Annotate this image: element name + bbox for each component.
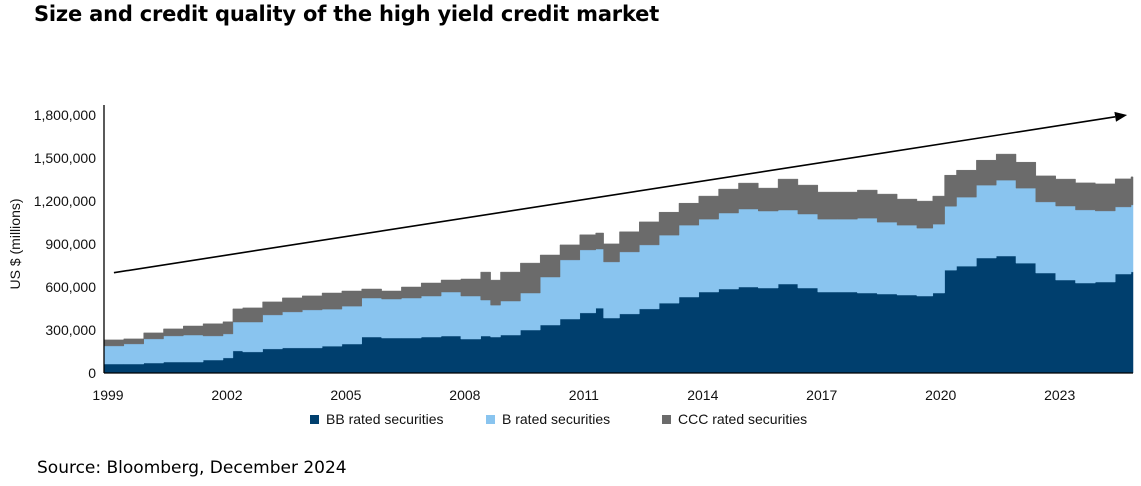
trend-arrow-line <box>113 116 1116 274</box>
y-tick-label: 900,000 <box>45 236 96 252</box>
x-tick-label: 2017 <box>806 387 837 403</box>
legend-item-b: B rated securities <box>486 411 610 427</box>
x-tick-label: 1999 <box>92 387 123 403</box>
source-note: Source: Bloomberg, December 2024 <box>37 458 347 478</box>
area-ccc <box>103 153 1134 347</box>
x-tick-label: 2008 <box>449 387 480 403</box>
x-tick-label: 2005 <box>330 387 361 403</box>
legend-label-ccc: CCC rated securities <box>678 411 808 427</box>
y-tick-label: 300,000 <box>45 322 96 338</box>
x-tick-label: 2023 <box>1044 387 1075 403</box>
x-tick-label: 2002 <box>211 387 242 403</box>
y-tick-label: 1,500,000 <box>34 150 96 166</box>
x-tick-label: 2020 <box>925 387 956 403</box>
x-ticks: 1999 2002 2005 2008 2011 2014 2017 2020 2023 <box>92 387 1075 403</box>
trend-arrow <box>113 111 1128 274</box>
stacked-areas <box>103 153 1134 374</box>
y-axis-title: US $ (millions) <box>7 198 23 289</box>
legend-item-ccc: CCC rated securities <box>662 411 807 427</box>
legend-swatch-b <box>486 414 495 424</box>
y-ticks: 0 300,000 600,000 900,000 1,200,000 1,500,000… <box>34 107 97 381</box>
trend-arrow-head <box>1114 111 1128 122</box>
y-tick-label: 600,000 <box>45 279 96 295</box>
legend-swatch-bb <box>310 414 319 424</box>
y-tick-label: 0 <box>88 365 96 381</box>
legend-swatch-ccc <box>662 414 671 424</box>
y-tick-label: 1,800,000 <box>34 107 96 123</box>
legend-item-bb: BB rated securities <box>310 411 444 427</box>
axes <box>103 105 1133 374</box>
chart-title: Size and credit quality of the high yiel… <box>34 2 660 26</box>
x-tick-label: 2014 <box>687 387 718 403</box>
legend-label-b: B rated securities <box>502 411 611 427</box>
legend-label-bb: BB rated securities <box>326 411 444 427</box>
x-tick-label: 2011 <box>569 387 599 403</box>
legend: BB rated securities B rated securities C… <box>0 411 1141 433</box>
y-tick-label: 1,200,000 <box>34 193 96 209</box>
